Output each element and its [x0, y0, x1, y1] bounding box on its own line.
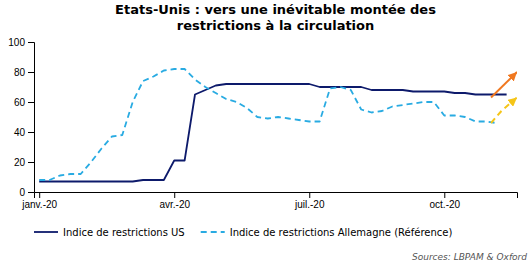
title-line: Etats-Unis : vers une inévitable montée …	[115, 2, 436, 17]
legend-label: Indice de restrictions Allemagne (Référe…	[230, 227, 453, 238]
y-axis: 0 20 40 60 80 100	[8, 37, 34, 198]
y-tick-label: 60	[14, 97, 26, 108]
y-tick: 20	[14, 157, 34, 168]
y-tick-mark	[28, 132, 34, 133]
y-tick-mark	[28, 72, 34, 73]
y-tick-mark	[28, 42, 34, 43]
y-tick: 40	[14, 127, 34, 138]
x-tick-label: oct.-20	[430, 199, 461, 210]
x-tick: avr.-20	[159, 192, 190, 210]
x-tick-mark	[39, 192, 40, 198]
y-tick-mark	[28, 162, 34, 163]
chart: janv.-20 avr.-20 juil.-20 oct.-20 0 20 40 60 80 1…	[0, 0, 531, 266]
y-tick: 80	[14, 67, 34, 78]
x-tick-mark	[309, 192, 310, 198]
projection-arrow	[491, 72, 517, 98]
projection-arrow	[491, 98, 517, 124]
x-axis-line	[35, 193, 518, 199]
legend-swatch	[34, 231, 58, 233]
x-tick-label: avr.-20	[159, 199, 190, 210]
y-tick-mark	[28, 102, 34, 103]
legend: Indice de restrictions US Indice de restr…	[34, 227, 452, 238]
y-tick: 100	[8, 37, 34, 48]
x-axis: janv.-20 avr.-20 juil.-20 oct.-20	[21, 192, 517, 210]
x-tick-label: janv.-20	[21, 199, 57, 210]
y-tick: 60	[14, 97, 34, 108]
y-tick-mark	[28, 192, 34, 193]
legend-item: Indice de restrictions Allemagne (Référe…	[201, 227, 453, 238]
y-tick-label: 100	[8, 37, 25, 48]
x-tick: janv.-20	[21, 192, 57, 210]
x-tick-label: juil.-20	[294, 199, 325, 210]
legend-label: Indice de restrictions US	[63, 227, 185, 238]
x-tick: juil.-20	[294, 192, 325, 210]
series-line	[39, 84, 506, 182]
y-tick-label: 0	[19, 187, 25, 198]
y-tick-label: 20	[14, 157, 26, 168]
y-tick-label: 40	[14, 127, 26, 138]
title: Etats-Unis : vers une inévitable montée …	[115, 2, 436, 33]
x-tick-mark	[174, 192, 175, 198]
plot-area	[39, 69, 517, 182]
legend-item: Indice de restrictions US	[34, 227, 185, 238]
x-tick: oct.-20	[430, 192, 461, 210]
legend-swatch	[201, 231, 225, 233]
y-tick-label: 80	[14, 67, 26, 78]
x-tick-mark	[444, 192, 445, 198]
y-axis-line	[28, 43, 35, 193]
title-line: restrictions à la circulation	[177, 18, 375, 33]
y-tick: 0	[19, 187, 34, 198]
series-line	[39, 69, 496, 180]
source: Sources: LBPAM & Oxford	[412, 252, 527, 262]
